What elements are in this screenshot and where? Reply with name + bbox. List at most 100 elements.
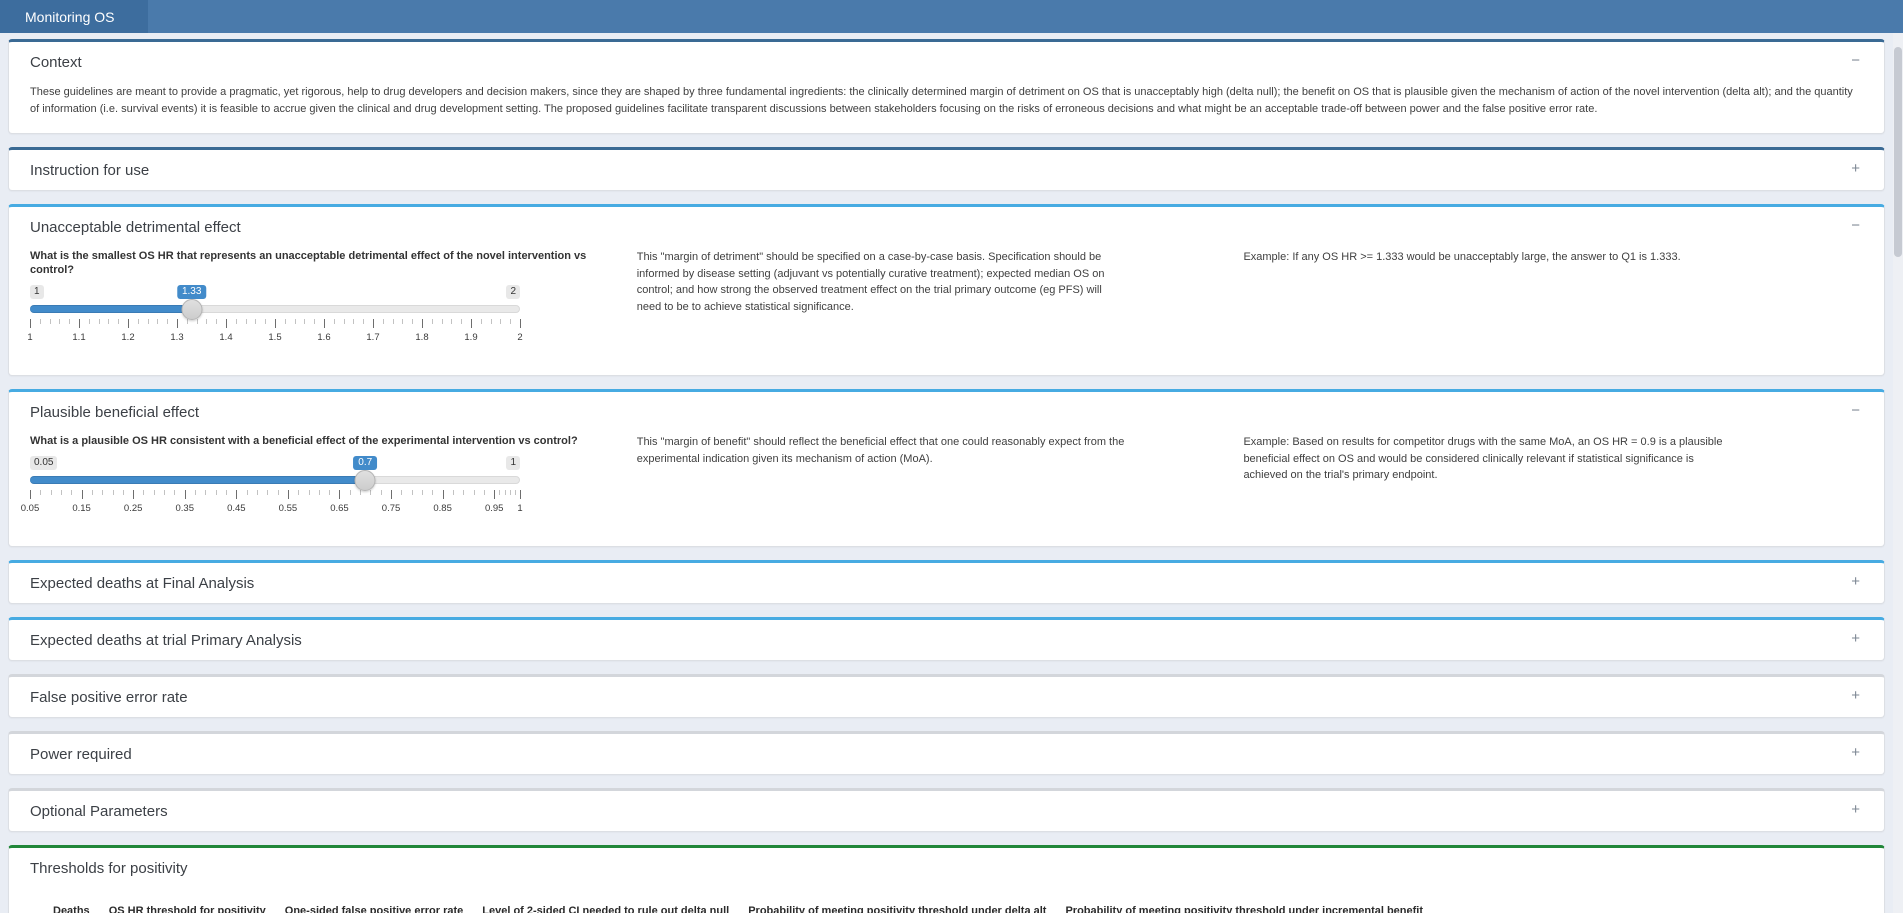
panel-header-context[interactable]: Context −: [9, 42, 1884, 82]
scrollbar-thumb[interactable]: [1894, 47, 1902, 257]
slider-handle[interactable]: [354, 470, 376, 491]
beneficial-example-column: Example: Based on results for competitor…: [1243, 434, 1850, 530]
slider-minor-tick: [60, 490, 62, 495]
panel-header-instruction[interactable]: Instruction for use +: [9, 150, 1884, 190]
slider-minor-tick: [500, 319, 502, 324]
slider-tick-label: 1.2: [121, 332, 135, 343]
slider-minor-tick: [463, 490, 465, 495]
slider-minor-tick: [255, 319, 257, 324]
slider-tick: [275, 319, 276, 328]
expand-plus-icon[interactable]: +: [1851, 630, 1860, 647]
slider-grid: 1 1.1 1.2 1.3 1.4 1.5 1.6 1.7 1.8 1.9 2: [27, 317, 523, 351]
slider-minor-tick: [71, 490, 73, 495]
context-paragraph: These guidelines are meant to provide a …: [30, 86, 1853, 115]
slider-minor-tick: [108, 319, 110, 324]
slider-min-label: 0.05: [30, 456, 58, 470]
slider-minor-tick: [480, 319, 482, 324]
slider-tick-label: 0.85: [433, 503, 452, 514]
slider-minor-tick: [360, 490, 362, 495]
slider-minor-tick: [402, 319, 404, 324]
collapse-minus-icon[interactable]: −: [1851, 52, 1860, 69]
expand-plus-icon[interactable]: +: [1851, 160, 1860, 177]
slider-tick: [324, 319, 325, 328]
panel-header-deaths-final[interactable]: Expected deaths at Final Analysis +: [9, 563, 1884, 603]
beneficial-question-column: What is a plausible OS HR consistent wit…: [21, 434, 637, 530]
panel-plausible-beneficial-effect: Plausible beneficial effect − What is a …: [8, 389, 1885, 547]
panel-header-detrimental[interactable]: Unacceptable detrimental effect −: [9, 207, 1884, 247]
slider-tick-label: 0.15: [72, 503, 91, 514]
slider-minor-tick: [118, 319, 120, 324]
slider-tick-label: 1.3: [170, 332, 184, 343]
expand-plus-icon[interactable]: +: [1851, 744, 1860, 761]
slider-value-bubble: 1.33: [176, 285, 207, 299]
beneficial-os-hr-slider[interactable]: 0.05 1 0.7 0.05 0.15 0.25 0.35 0.45 0.55 0.65 0…: [21, 456, 523, 530]
slider-tick: [287, 490, 289, 499]
slider-tick-label: 1.8: [415, 332, 429, 343]
slider-minor-tick: [499, 490, 501, 495]
expand-plus-icon[interactable]: +: [1851, 687, 1860, 704]
thresholds-table-head: Deaths OS HR threshold for positivity One-…: [39, 898, 1429, 913]
slider-tick-label: 0.35: [175, 503, 194, 514]
expand-plus-icon[interactable]: +: [1851, 573, 1860, 590]
panel-unacceptable-detrimental-effect: Unacceptable detrimental effect − What i…: [8, 204, 1885, 376]
slider-tick: [30, 490, 31, 499]
panel-title-detrimental: Unacceptable detrimental effect: [30, 219, 241, 236]
slider-minor-tick: [441, 319, 443, 324]
slider-minor-tick: [333, 319, 335, 324]
slider-minor-tick: [157, 319, 159, 324]
slider-tick: [30, 319, 31, 328]
beneficial-example-text: Example: Based on results for competitor…: [1243, 436, 1723, 481]
slider-tick-label: 0.55: [278, 503, 298, 514]
slider-tick-label: 1.9: [464, 332, 478, 343]
panel-header-power[interactable]: Power required +: [9, 734, 1884, 774]
slider-minor-tick: [314, 319, 316, 324]
expand-plus-icon[interactable]: +: [1851, 801, 1860, 818]
slider-tick: [442, 490, 444, 499]
slider-minor-tick: [164, 490, 166, 495]
slider-minor-tick: [294, 319, 296, 324]
slider-minor-tick: [91, 490, 93, 495]
detrimental-example-text: Example: If any OS HR >= 1.333 would be …: [1243, 251, 1681, 263]
collapse-minus-icon[interactable]: −: [1851, 217, 1860, 234]
slider-handle[interactable]: [181, 299, 203, 320]
slider-max-label: 2: [506, 285, 520, 299]
panel-instruction-for-use: Instruction for use +: [8, 147, 1885, 191]
panel-header-optional[interactable]: Optional Parameters +: [9, 791, 1884, 831]
scrollbar[interactable]: [1893, 33, 1903, 913]
collapse-minus-icon[interactable]: −: [1851, 402, 1860, 419]
detrimental-os-hr-slider[interactable]: 1 2 1.33 1 1.1 1.2 1.3 1.4 1.5 1.6 1.7 1.8 1.9 2: [27, 285, 523, 359]
slider-tick: [471, 319, 472, 328]
panel-header-beneficial[interactable]: Plausible beneficial effect −: [9, 392, 1884, 432]
slider-minor-tick: [349, 490, 351, 495]
panel-title-deaths-final: Expected deaths at Final Analysis: [30, 575, 255, 592]
table-header-cell: OS HR threshold for positivity: [94, 898, 271, 913]
beneficial-explanation-text: This "margin of benefit" should reflect …: [636, 436, 1125, 465]
panel-header-deaths-primary[interactable]: Expected deaths at trial Primary Analysi…: [9, 620, 1884, 660]
beneficial-question-label: What is a plausible OS HR consistent wit…: [30, 435, 578, 447]
slider-minor-tick: [461, 319, 463, 324]
slider-min-label: 1: [30, 285, 44, 299]
slider-tick: [494, 490, 496, 499]
tab-monitoring-os[interactable]: Monitoring OS: [0, 0, 149, 33]
slider-minor-tick: [343, 319, 345, 324]
beneficial-explanation-column: This "margin of benefit" should reflect …: [637, 434, 1244, 530]
panel-body-beneficial: What is a plausible OS HR consistent wit…: [9, 432, 1884, 546]
panel-header-false-positive[interactable]: False positive error rate +: [9, 677, 1884, 717]
slider-minor-tick: [40, 490, 42, 495]
detrimental-question-column: What is the smallest OS HR that represen…: [27, 249, 637, 359]
panel-header-thresholds[interactable]: Thresholds for positivity: [9, 848, 1884, 888]
slider-minor-tick: [318, 490, 320, 495]
panel-body-thresholds: Deaths OS HR threshold for positivity One-…: [9, 888, 1884, 913]
slider-minor-tick: [473, 490, 475, 495]
panel-false-positive-error-rate: False positive error rate +: [8, 674, 1885, 718]
slider-minor-tick: [137, 319, 139, 324]
slider-tick-label: 0.45: [227, 503, 246, 514]
slider-minor-tick: [382, 319, 384, 324]
table-header-cell: Probability of meeting positivity thresh…: [1051, 898, 1429, 913]
detrimental-explanation-column: This "margin of detriment" should be spe…: [637, 249, 1244, 359]
slider-minor-tick: [510, 319, 512, 324]
slider-minor-tick: [329, 490, 331, 495]
slider-fill-bar: [30, 476, 366, 484]
slider-minor-tick: [98, 319, 100, 324]
slider-minor-tick: [50, 490, 52, 495]
